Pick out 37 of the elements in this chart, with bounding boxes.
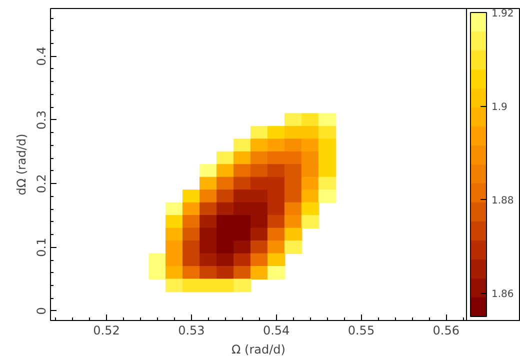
y-tick-label: 0.1 <box>34 238 48 257</box>
point <box>200 190 218 204</box>
y-axis-title: dΩ (rad/d) <box>14 134 28 196</box>
point <box>182 190 200 204</box>
point <box>301 138 320 152</box>
point <box>233 190 252 204</box>
color-bar-label: 1.92 <box>492 8 514 20</box>
y-tick-label: 0.2 <box>34 174 48 194</box>
x-axis-title: Ω (rad/d) <box>232 342 286 356</box>
color-bar-label: 1.86 <box>492 289 514 300</box>
point <box>216 278 234 292</box>
point <box>267 138 286 152</box>
y-tick-label: 0.3 <box>34 110 48 130</box>
x-tick-label: 0.56 <box>432 324 460 338</box>
point <box>318 138 336 152</box>
point <box>216 228 234 242</box>
point <box>318 164 336 178</box>
y-tick-label: 0.4 <box>34 46 48 66</box>
y-tick-label: 0 <box>34 307 48 315</box>
point <box>284 138 302 152</box>
x-tick-label: 0.52 <box>93 324 120 338</box>
point <box>284 113 302 127</box>
point <box>250 164 268 178</box>
x-tick-label: 0.54 <box>262 324 290 338</box>
point <box>318 151 336 165</box>
color-bar-label: 1.9 <box>492 102 508 114</box>
point <box>301 164 320 178</box>
point <box>284 164 302 178</box>
point <box>200 278 218 292</box>
point <box>250 190 268 204</box>
point <box>182 278 200 292</box>
point <box>250 266 268 280</box>
color-bar-label: 1.88 <box>492 196 514 207</box>
point <box>301 202 320 216</box>
point <box>233 228 252 242</box>
x-tick-label: 0.55 <box>348 324 375 338</box>
x-tick-label: 0.53 <box>178 324 205 338</box>
